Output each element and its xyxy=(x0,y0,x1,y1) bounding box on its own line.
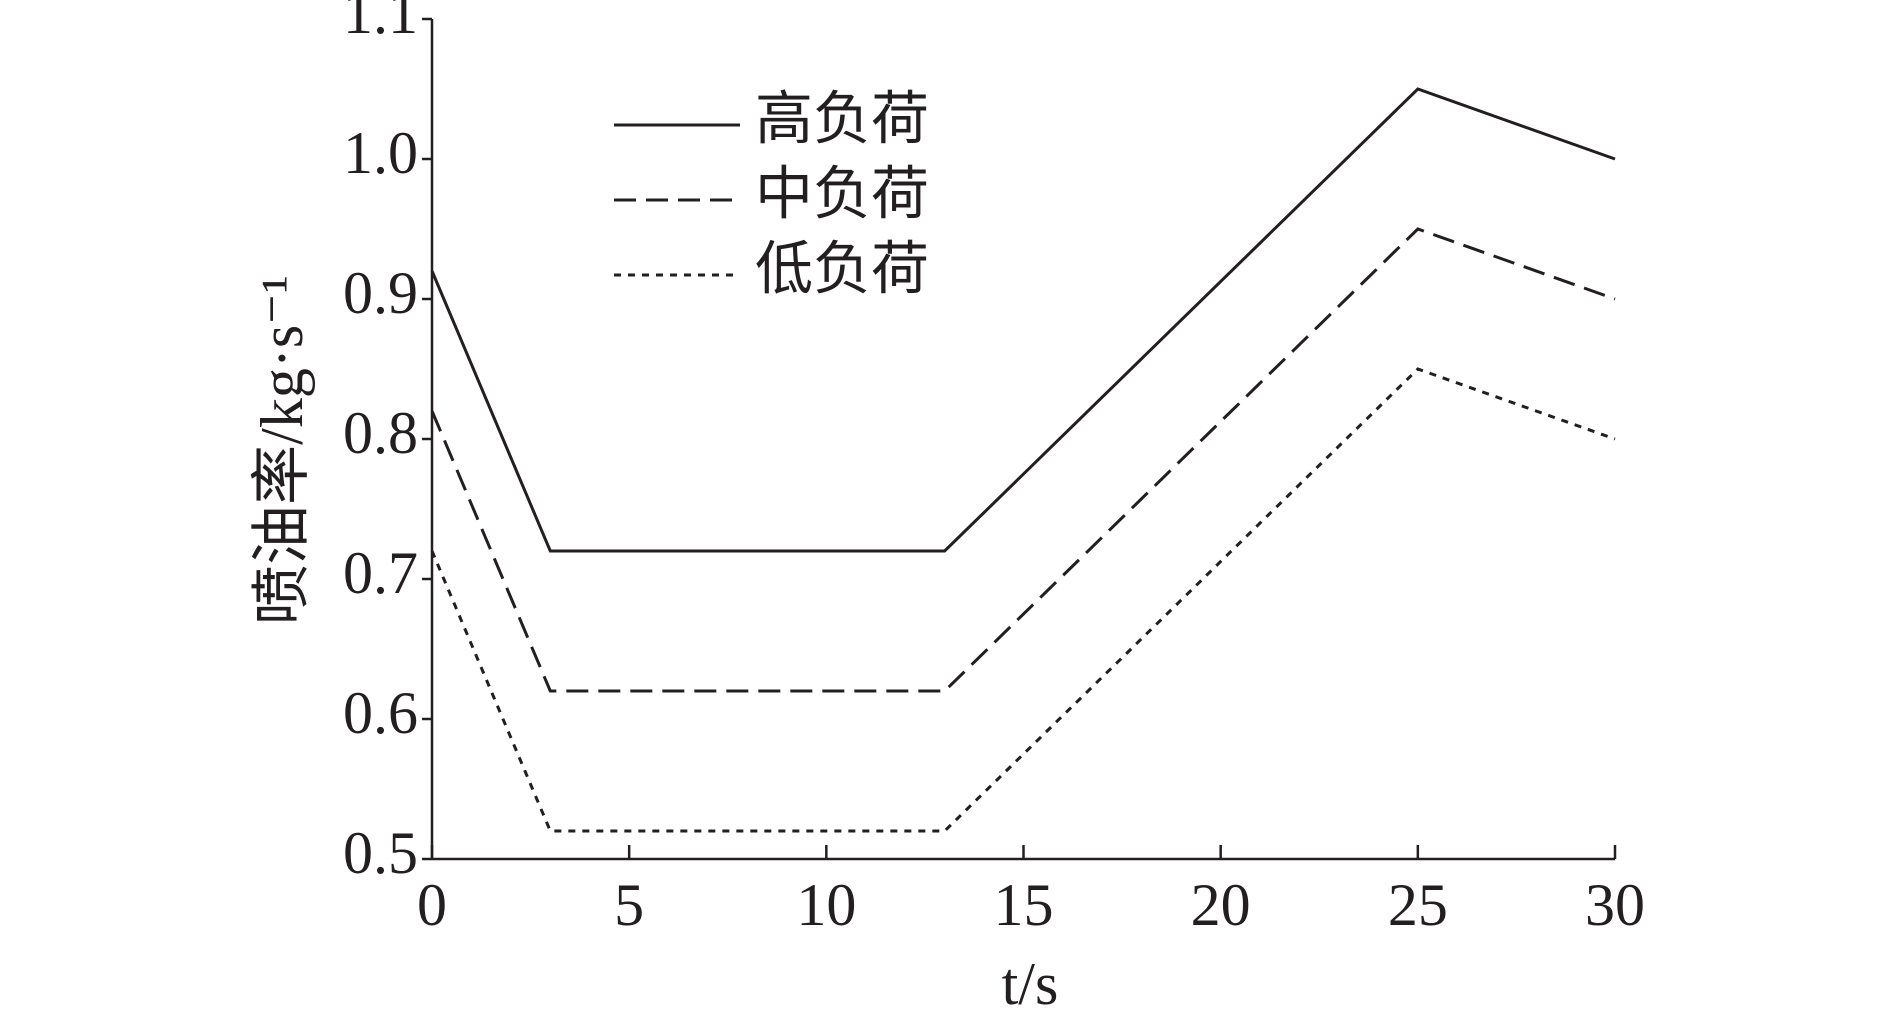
y-tick-label: 0.9 xyxy=(343,260,418,326)
y-axis-label: 喷油率/kg·s⁻¹ xyxy=(249,275,315,625)
x-tick-label: 15 xyxy=(994,872,1054,938)
x-tick-label: 10 xyxy=(796,872,856,938)
y-tick-label: 0.6 xyxy=(343,680,418,746)
y-tick-label: 1.0 xyxy=(343,120,418,186)
x-tick-label: 25 xyxy=(1388,872,1448,938)
series-line xyxy=(430,87,1616,553)
legend-label: 低负荷 xyxy=(755,236,929,301)
x-tick-label: 5 xyxy=(614,872,644,938)
x-tick-label: 30 xyxy=(1585,872,1645,938)
x-tick-label: 0 xyxy=(417,872,447,938)
y-tick-label: 1.1 xyxy=(343,0,418,46)
y-tick-label: 0.8 xyxy=(343,400,418,466)
x-tick-label: 20 xyxy=(1191,872,1251,938)
y-tick-label: 0.7 xyxy=(343,540,418,606)
legend-label: 中负荷 xyxy=(755,161,929,226)
legend-label: 高负荷 xyxy=(755,86,929,151)
x-axis-label: t/s xyxy=(1002,951,1059,1015)
series-line xyxy=(430,227,1616,693)
series-line xyxy=(430,367,1616,833)
y-tick-label: 0.5 xyxy=(343,820,418,886)
